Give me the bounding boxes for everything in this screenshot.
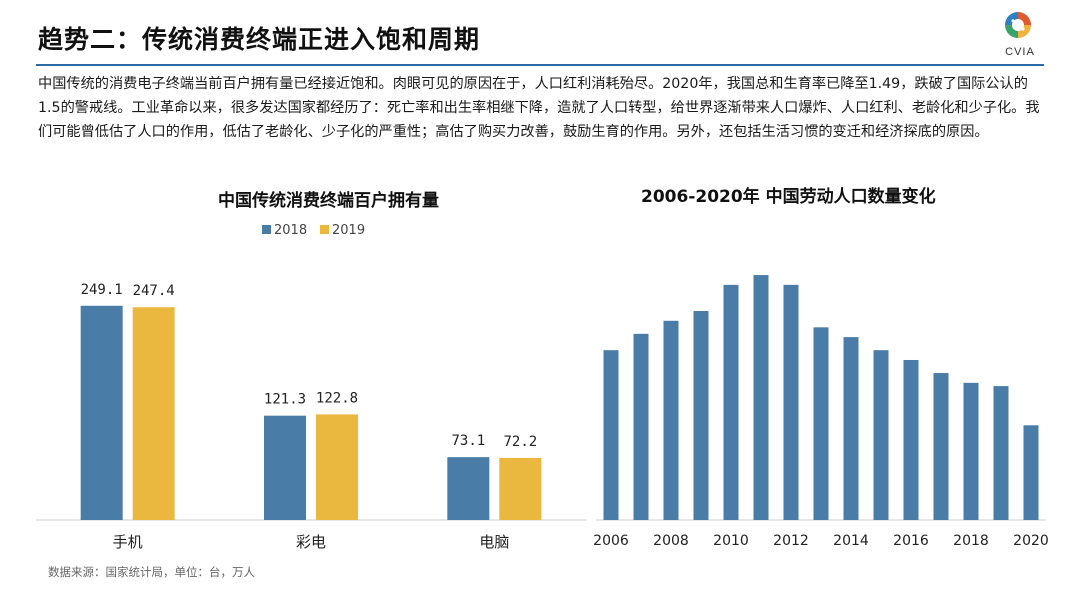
bar-2018-2 — [447, 457, 490, 520]
category-label-2: 电脑 — [479, 533, 509, 551]
bar-2011 — [753, 275, 769, 520]
legend-label-2019: 2019 — [332, 223, 365, 238]
bar-2014 — [843, 337, 859, 520]
category-label-1: 彩电 — [296, 533, 326, 551]
bar-2012 — [783, 284, 799, 520]
tick-label-2016: 2016 — [893, 533, 929, 549]
tick-label-2018: 2018 — [953, 533, 989, 549]
category-label-0: 手机 — [113, 533, 143, 551]
legend-swatch-2019 — [320, 225, 329, 234]
header-divider — [36, 64, 1044, 66]
bar-2018-1 — [264, 415, 306, 520]
bar-2013 — [813, 327, 829, 520]
bar-2020 — [1023, 425, 1039, 520]
bar-2009 — [693, 310, 709, 520]
page-title: 趋势二：传统消费终端正进入饱和周期 — [38, 25, 481, 54]
cvia-logo: CVIA — [996, 8, 1044, 64]
bar-2017 — [933, 373, 949, 520]
legend-label-2018: 2018 — [274, 223, 307, 238]
bar-2018 — [963, 382, 979, 520]
logo-swirl-icon — [1005, 12, 1031, 38]
logo-text: CVIA — [1005, 46, 1035, 58]
bar-2019-0 — [132, 307, 175, 520]
data-label-2018-2: 73.1 — [451, 433, 485, 449]
tick-label-2014: 2014 — [833, 533, 869, 549]
bar-2019-2 — [499, 457, 542, 520]
data-source-note: 数据来源：国家统计局，单位：台，万人 — [48, 565, 255, 579]
data-label-2018-0: 249.1 — [81, 282, 123, 298]
bar-2019-1 — [316, 414, 358, 520]
right-chart-title: 2006-2020年 中国劳动人口数量变化 — [641, 187, 936, 207]
bar-2008 — [663, 320, 679, 520]
bar-2007 — [633, 333, 649, 520]
bar-2015 — [873, 350, 889, 520]
legend-swatch-2018 — [262, 225, 271, 234]
data-label-2019-0: 247.4 — [133, 283, 175, 299]
data-label-2018-1: 121.3 — [264, 392, 306, 408]
left-chart-title: 中国传统消费终端百户拥有量 — [218, 191, 439, 211]
data-label-2019-1: 122.8 — [316, 390, 358, 406]
bar-2016 — [903, 359, 919, 520]
bar-2006 — [603, 350, 619, 520]
bar-2019 — [993, 386, 1009, 520]
tick-label-2010: 2010 — [713, 533, 749, 549]
tick-label-2008: 2008 — [653, 533, 689, 549]
bar-2010 — [723, 284, 739, 520]
body-paragraph: 中国传统的消费电子终端当前百户拥有量已经接近饱和。肉眼可见的原因在于，人口红利消… — [38, 76, 1040, 140]
bar-2018-0 — [80, 305, 123, 520]
tick-label-2006: 2006 — [593, 533, 629, 549]
data-label-2019-2: 72.2 — [503, 434, 537, 450]
tick-label-2020: 2020 — [1013, 533, 1049, 549]
tick-label-2012: 2012 — [773, 533, 809, 549]
